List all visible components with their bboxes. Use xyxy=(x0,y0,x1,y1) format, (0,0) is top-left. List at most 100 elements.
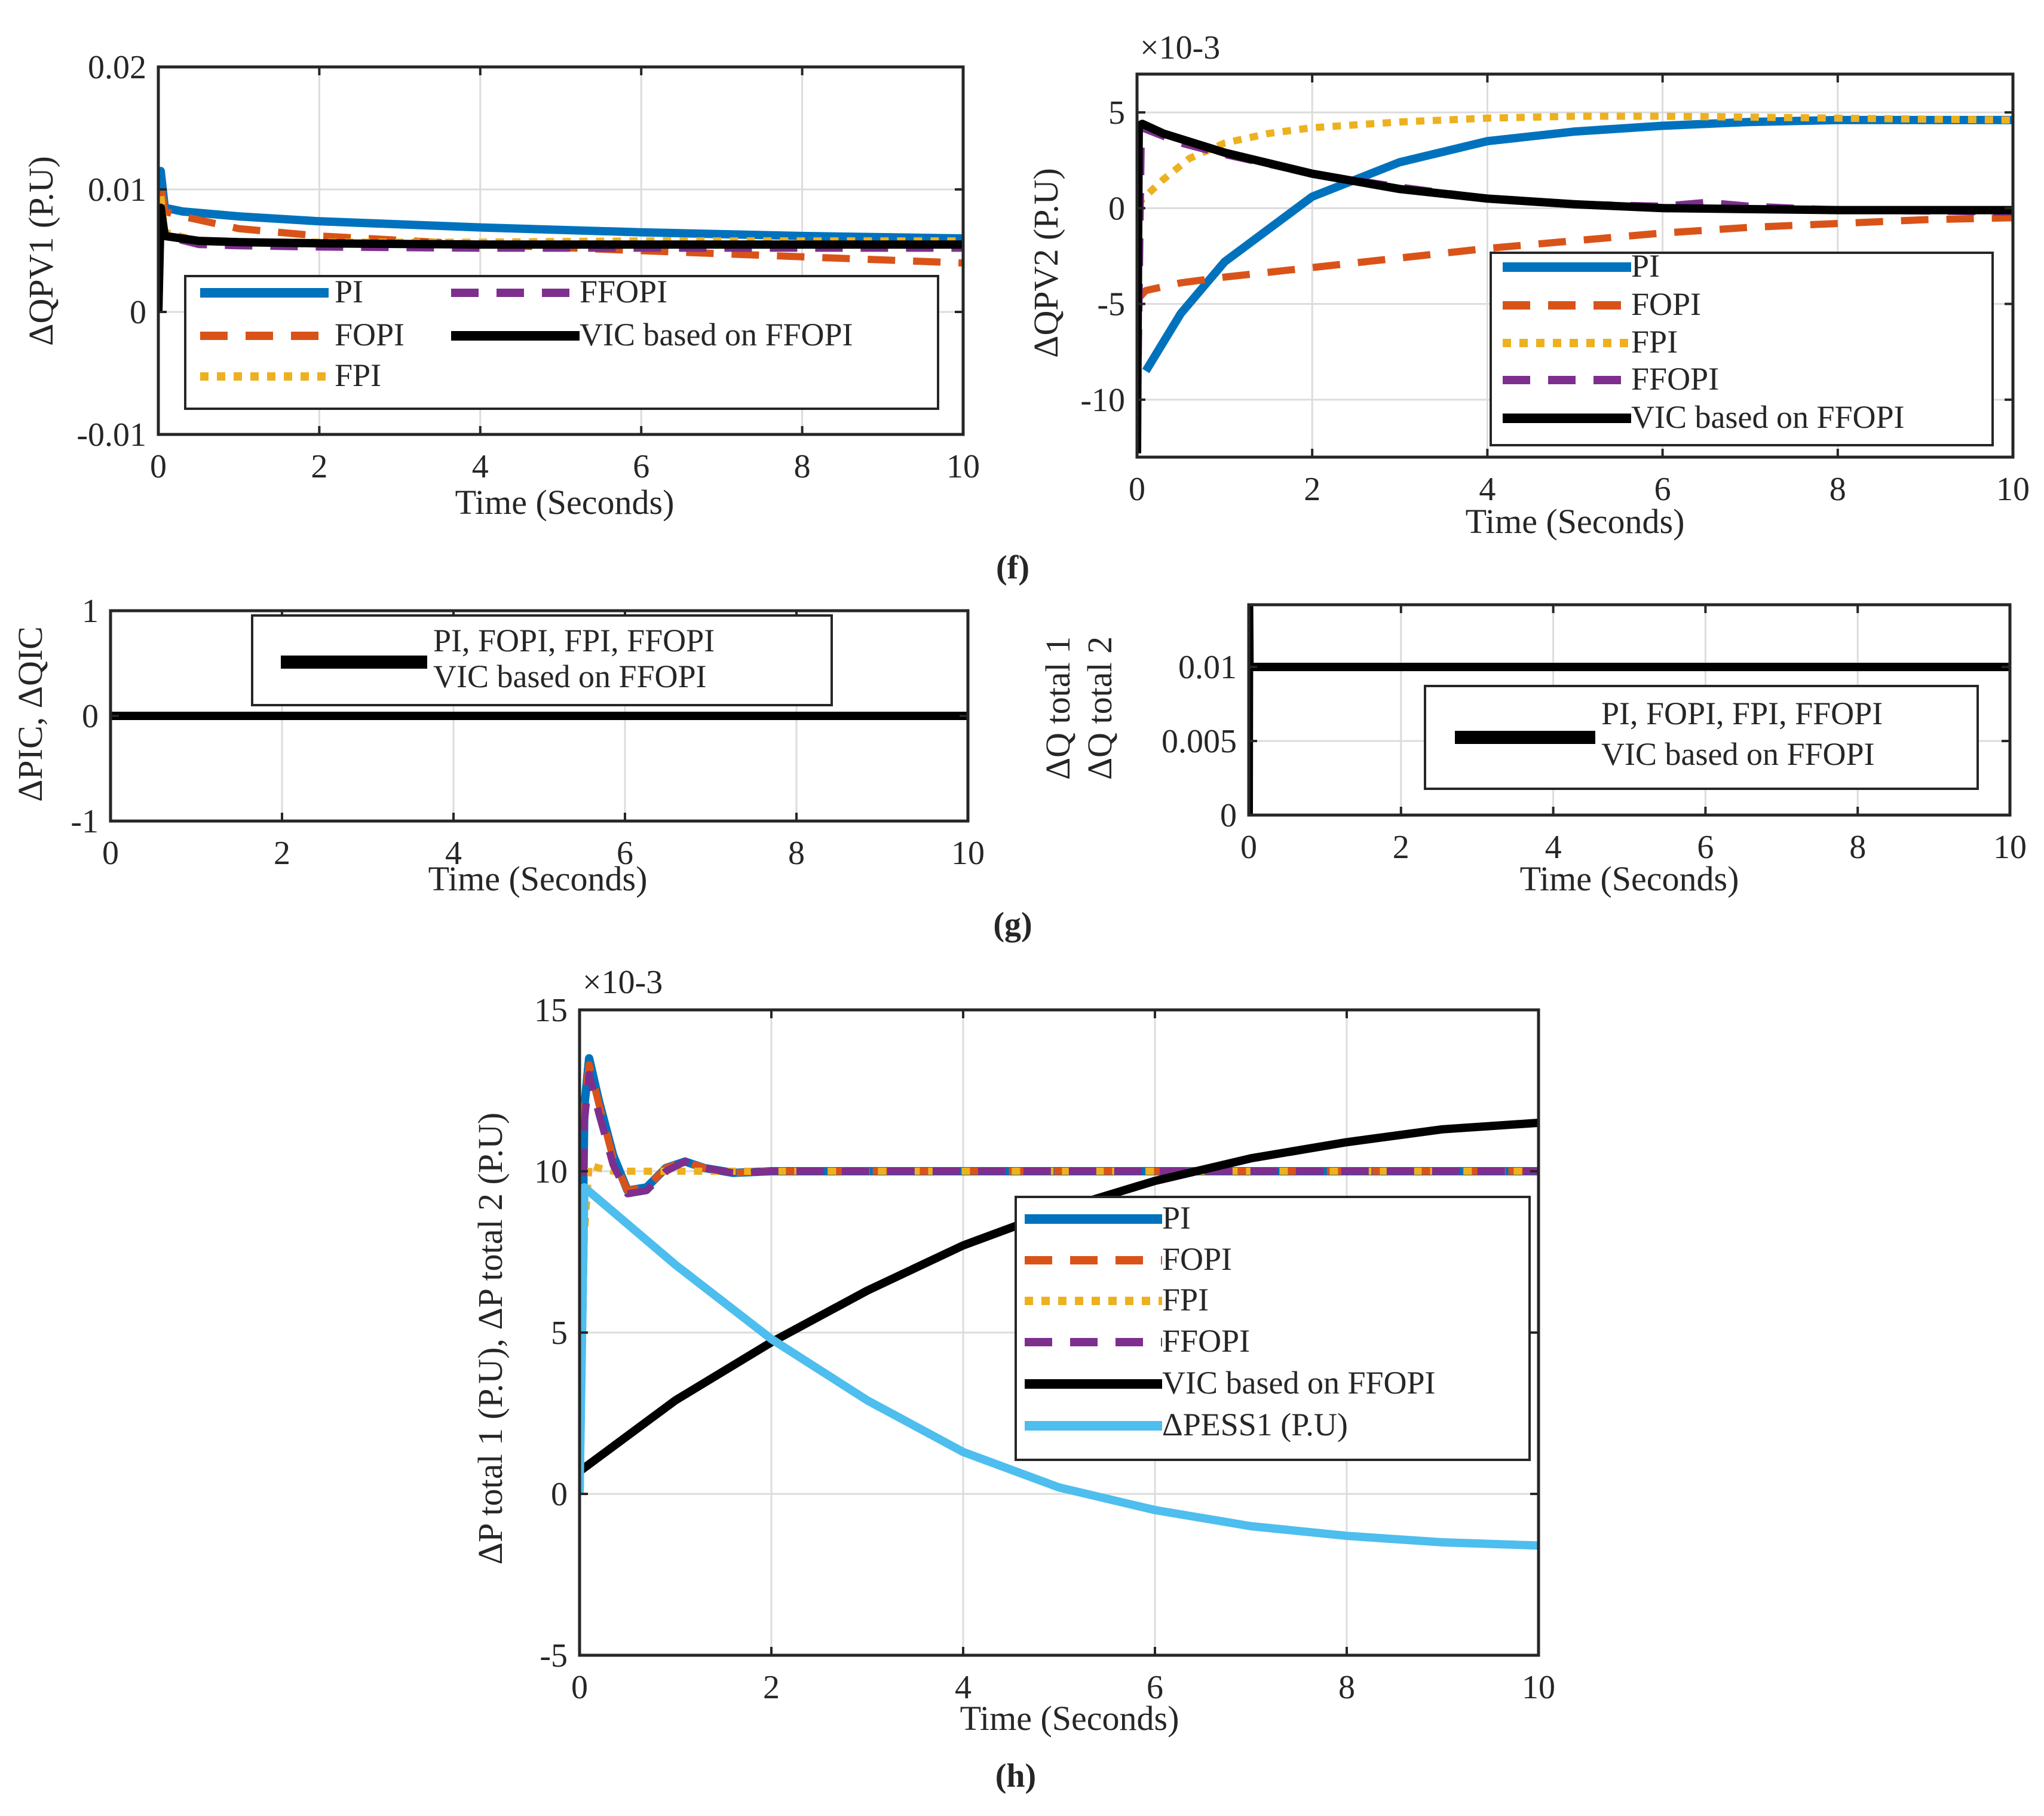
legend-label-pi: PI xyxy=(1631,248,1660,284)
series-group xyxy=(1137,112,2013,454)
legend-label-fopi: FOPI xyxy=(1631,286,1701,322)
series-group xyxy=(158,167,963,313)
series-line-pi xyxy=(1142,115,2013,373)
x-tick-label: 8 xyxy=(788,835,805,872)
x-tick-label: 10 xyxy=(946,448,980,485)
series-group xyxy=(580,1054,1539,1550)
x-tick-label: 4 xyxy=(445,835,462,872)
series-line-fopi xyxy=(580,1061,1539,1495)
series-line-ffopi xyxy=(580,1071,1539,1495)
x-axis-label: Time (Seconds) xyxy=(1466,502,1685,541)
x-tick-label: 2 xyxy=(1304,471,1320,508)
legend-label-ffopi: FFOPI xyxy=(1631,361,1719,397)
legend-box xyxy=(1015,1196,1531,1461)
axes-frame xyxy=(1135,72,2015,459)
x-tick-label: 4 xyxy=(955,1669,972,1706)
y-tick-label: -5 xyxy=(540,1637,568,1674)
legend-label: PI, FOPI, FPI, FFOPI xyxy=(1601,696,1883,731)
legend-label-ffopi: FFOPI xyxy=(580,274,667,310)
y-axis-label: ΔP total 1 (P.U), ΔP total 2 (P.U) xyxy=(471,1113,510,1565)
legend-label-fpi: FPI xyxy=(1631,324,1678,360)
x-tick-label: 0 xyxy=(102,835,119,872)
legend-label-fopi: FOPI xyxy=(1162,1241,1232,1277)
x-tick-label: 2 xyxy=(274,835,290,872)
x-tick-label: 10 xyxy=(1996,471,2030,508)
y-tick-label: 0.01 xyxy=(88,172,146,209)
axes-frame xyxy=(1247,603,2012,817)
y-tick-label: -0.01 xyxy=(76,417,146,454)
x-tick-label: 10 xyxy=(1522,1669,1555,1706)
legend-label: VIC based on FFOPI xyxy=(433,659,707,694)
chart-f_right: 0 2 4 6 8 10 -10 -5 0 5 Time (Seconds) ΔQPV2 (P.U) ×… xyxy=(1026,29,2030,541)
x-tick-label: 6 xyxy=(633,448,649,485)
y-tick-label: 5 xyxy=(551,1315,568,1352)
legend-label: PI, FOPI, FPI, FFOPI xyxy=(433,623,715,659)
series-line-fopi xyxy=(1137,214,2013,303)
legend-label-vic: VIC based on FFOPI xyxy=(1631,399,1905,435)
y-tick-label: 0.02 xyxy=(88,49,146,86)
x-tick-label: 8 xyxy=(1830,471,1846,508)
y-axis-label-2: ΔQ total 2 xyxy=(1080,636,1119,780)
y-tick-label: 5 xyxy=(1108,94,1125,131)
y-tick-label: 0 xyxy=(82,698,99,735)
y-axis-label: ΔPIC, ΔQIC xyxy=(11,626,50,802)
legend-label-vic: VIC based on FFOPI xyxy=(1162,1365,1436,1401)
legend-label-ffopi: FFOPI xyxy=(1162,1323,1250,1359)
x-axis-label: Time (Seconds) xyxy=(455,483,675,522)
y-tick-label: -1 xyxy=(71,803,99,840)
x-tick-label: 2 xyxy=(311,448,327,485)
x-tick-label: 0 xyxy=(571,1669,588,1706)
y-axis-label: ΔQ total 1 xyxy=(1038,636,1077,780)
x-axis-label: Time (Seconds) xyxy=(1520,859,1739,898)
x-tick-label: 8 xyxy=(794,448,811,485)
y-tick-label: 15 xyxy=(534,992,568,1029)
x-axis-label: Time (Seconds) xyxy=(960,1699,1179,1738)
x-tick-label: 4 xyxy=(1545,829,1562,866)
y-tick-label: 0 xyxy=(130,294,146,331)
x-tick-label: 0 xyxy=(150,448,167,485)
x-tick-label: 8 xyxy=(1849,829,1866,866)
y-tick-label: 10 xyxy=(534,1153,568,1190)
legend-box xyxy=(1490,252,1994,446)
x-tick-label: 6 xyxy=(1147,1669,1163,1706)
exponent-label: ×10-3 xyxy=(1140,29,1220,66)
x-tick-label: 0 xyxy=(1240,829,1257,866)
x-tick-label: 6 xyxy=(1697,829,1714,866)
y-tick-label: 0.005 xyxy=(1162,723,1237,760)
y-tick-label: 0.01 xyxy=(1178,649,1237,686)
legend-label-fpi: FPI xyxy=(335,357,381,393)
x-tick-label: 10 xyxy=(951,835,985,872)
y-tick-label: 1 xyxy=(82,593,99,630)
x-tick-label: 2 xyxy=(1393,829,1409,866)
legend-label-pi: PI xyxy=(1162,1200,1191,1236)
x-axis-label: Time (Seconds) xyxy=(428,859,648,898)
legend-label: VIC based on FFOPI xyxy=(1601,736,1875,772)
caption-g: (g) xyxy=(993,906,1032,943)
legend-label-fopi: FOPI xyxy=(335,317,404,353)
legend-label-pi: PI xyxy=(335,274,363,310)
y-tick-label: 0 xyxy=(551,1476,568,1513)
y-tick-label: 0 xyxy=(1220,797,1237,834)
legend-box xyxy=(184,275,939,410)
x-tick-label: 4 xyxy=(1479,471,1496,508)
x-tick-label: 6 xyxy=(617,835,633,872)
x-tick-label: 10 xyxy=(1993,829,2027,866)
series-line-fpi xyxy=(1137,112,2013,207)
x-tick-label: 2 xyxy=(763,1669,780,1706)
caption-h: (h) xyxy=(995,1757,1036,1794)
series-line-vic xyxy=(1137,120,2013,454)
x-tick-label: 4 xyxy=(472,448,489,485)
y-axis-label: ΔQPV1 (P.U) xyxy=(22,156,60,346)
x-tick-label: 0 xyxy=(1129,471,1145,508)
y-axis-label: ΔQPV2 (P.U) xyxy=(1026,168,1065,358)
chart-g_right: 0 2 4 6 8 10 0 0.005 0.01 Time (Seconds) ΔQ total … xyxy=(1038,603,2027,898)
y-tick-label: 0 xyxy=(1108,190,1125,227)
y-tick-label: -10 xyxy=(1080,382,1125,419)
caption-f: (f) xyxy=(996,549,1029,586)
axes-frame xyxy=(157,65,965,436)
series-line-vic xyxy=(158,203,963,313)
